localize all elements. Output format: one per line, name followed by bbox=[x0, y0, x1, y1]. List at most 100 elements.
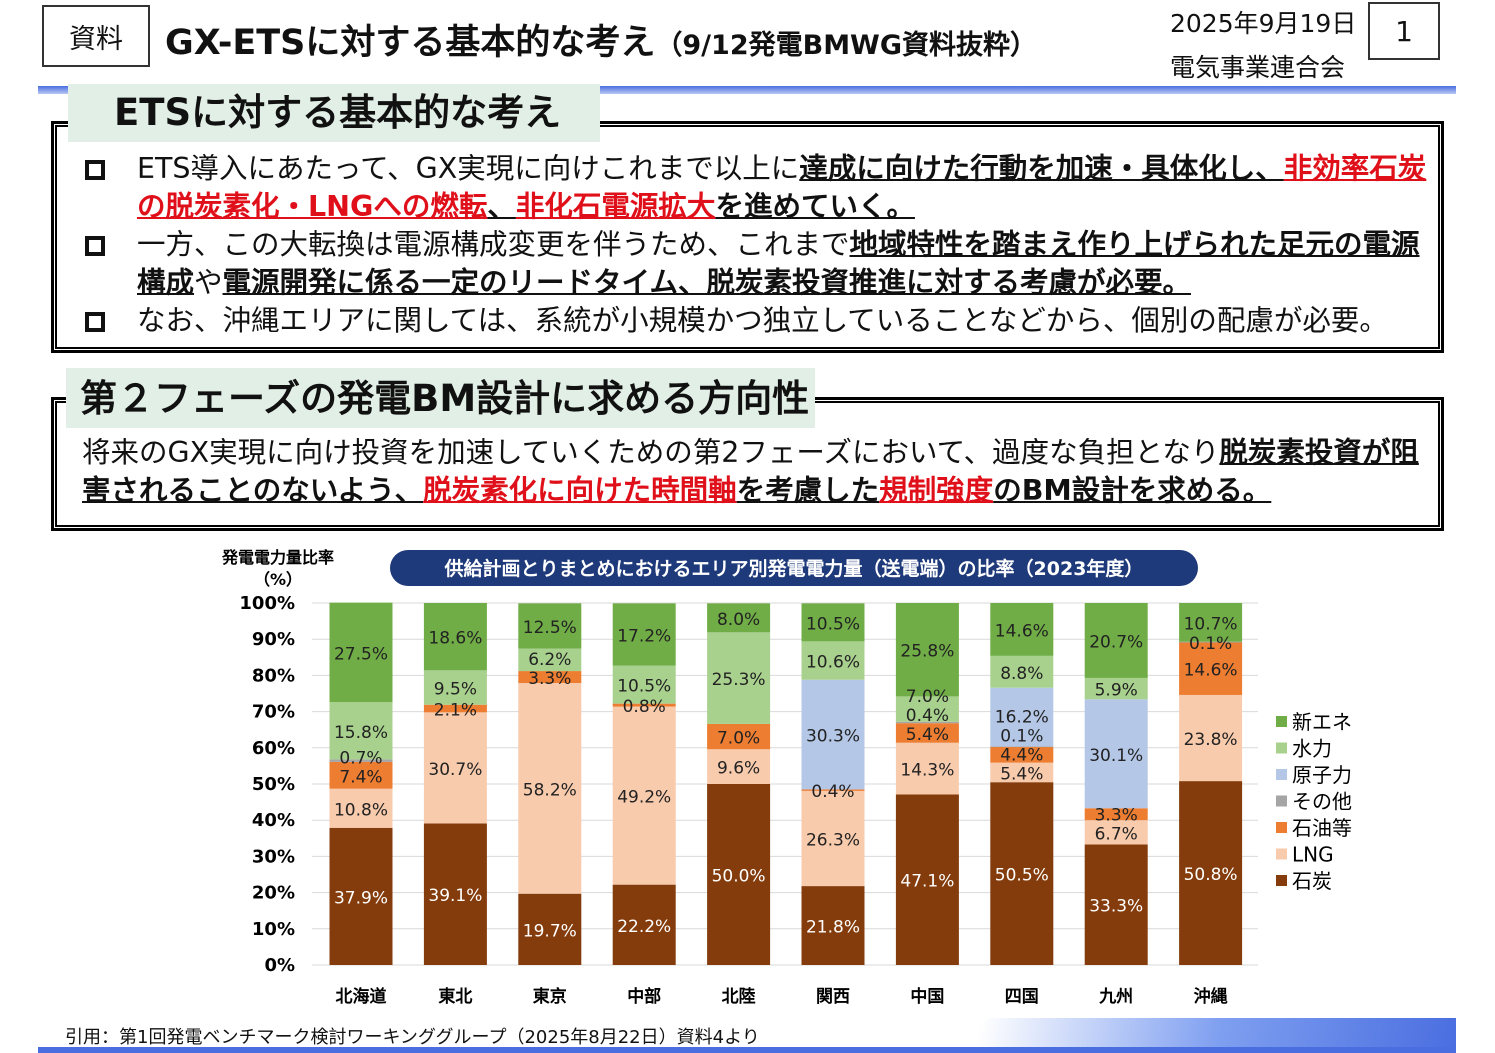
x-tick-label: 東京 bbox=[533, 986, 567, 1007]
bullet-item: なお、沖縄エリアに関しては、系統が小規模かつ独立していることなどから、個別の配慮… bbox=[85, 302, 1430, 340]
legend-label: 水力 bbox=[1292, 737, 1332, 761]
highlight-text: 非効率石炭の脱炭素化・LNGへの燃転 bbox=[137, 152, 1427, 223]
bar-segment bbox=[1084, 699, 1148, 809]
square-bullet-icon bbox=[85, 236, 105, 256]
bar-segment bbox=[895, 721, 959, 724]
data-label: 50.0% bbox=[712, 867, 766, 887]
data-label: 10.5% bbox=[617, 677, 671, 697]
x-tick-label: 東北 bbox=[438, 986, 472, 1007]
y-tick-label: 70% bbox=[252, 702, 295, 723]
data-label: 0.4% bbox=[906, 706, 949, 726]
legend-label: その他 bbox=[1292, 790, 1352, 814]
header-divider bbox=[38, 86, 1456, 94]
tag-label: 資料 bbox=[69, 23, 123, 55]
body-text: や bbox=[194, 266, 223, 299]
emphasis-text: 地域特性を踏まえ作り上げられた足元の電源構成 bbox=[137, 228, 1420, 299]
data-label: 16.2% bbox=[995, 707, 1049, 727]
data-label: 22.2% bbox=[617, 917, 671, 937]
bar-segment bbox=[1179, 641, 1243, 643]
y-tick-label: 90% bbox=[252, 629, 295, 650]
bar-segment bbox=[423, 704, 487, 713]
document-tag: 資料 bbox=[42, 5, 150, 67]
legend-swatch bbox=[1276, 822, 1287, 833]
x-tick-label: 関西 bbox=[816, 987, 850, 1007]
y-tick-label: 20% bbox=[252, 883, 295, 904]
bar-segment bbox=[801, 789, 865, 791]
page-number: 1 bbox=[1368, 2, 1440, 60]
legend-swatch bbox=[1276, 848, 1287, 860]
y-tick-label: 0% bbox=[264, 955, 295, 976]
section1-title: ETSに対する基本的な考え bbox=[68, 84, 600, 142]
x-tick-label: 中部 bbox=[627, 986, 661, 1007]
bar-segment bbox=[423, 823, 487, 965]
bar-segment bbox=[707, 632, 771, 724]
data-label: 14.6% bbox=[995, 621, 1049, 641]
square-bullet-icon bbox=[85, 312, 105, 332]
bar-segment bbox=[895, 723, 959, 743]
data-label: 10.8% bbox=[334, 800, 388, 820]
y-tick-label: 40% bbox=[252, 810, 295, 831]
bar-segment bbox=[329, 761, 393, 789]
bar-segment bbox=[1084, 844, 1148, 965]
emphasis-text: 脱炭素投資が阻害されることのないよう、 bbox=[82, 436, 1419, 507]
bar-segment bbox=[801, 679, 865, 790]
data-label: 30.1% bbox=[1089, 746, 1143, 766]
y-tick-label: 10% bbox=[252, 919, 295, 940]
data-label: 5.4% bbox=[906, 725, 949, 745]
date: 2025年9月19日 bbox=[1170, 9, 1357, 38]
bullet-item: 一方、この大転換は電源構成変更を伴うため、これまで地域特性を踏まえ作り上げられた… bbox=[85, 226, 1430, 302]
bar-segment bbox=[1084, 603, 1148, 678]
data-label: 20.7% bbox=[1089, 632, 1143, 652]
legend-label: 石炭 bbox=[1292, 869, 1332, 893]
y-axis-label: 発電電力量比率 bbox=[221, 548, 334, 567]
bullet-item: ETS導入にあたって、GX実現に向けこれまで以上に達成に向けた行動を加速・具体化… bbox=[85, 150, 1430, 226]
x-tick-label: 沖縄 bbox=[1194, 986, 1228, 1007]
footer-line bbox=[38, 1047, 1456, 1053]
emphasis-text: のBM設計を求める。 bbox=[993, 474, 1272, 507]
body-text: なお、沖縄エリアに関しては、系統が小規模かつ独立していることなどから、個別の配慮… bbox=[137, 304, 1388, 337]
x-tick-label: 九州 bbox=[1098, 987, 1133, 1007]
data-label: 23.8% bbox=[1184, 730, 1238, 750]
legend-swatch bbox=[1276, 769, 1287, 780]
data-label: 0.8% bbox=[623, 697, 666, 717]
chart-title-pill bbox=[390, 550, 1198, 586]
bar-segment bbox=[518, 893, 582, 965]
bar-segment bbox=[801, 790, 865, 887]
data-label: 3.3% bbox=[1095, 805, 1138, 825]
bar-segment bbox=[423, 712, 487, 824]
bar-segment bbox=[990, 655, 1054, 688]
data-label: 15.8% bbox=[334, 723, 388, 743]
data-label: 50.5% bbox=[995, 866, 1049, 886]
data-label: 26.3% bbox=[806, 830, 860, 850]
page-title: GX-ETSに対する基本的な考え（9/12発電BMWG資料抜粋） bbox=[165, 14, 1037, 65]
bar-segment bbox=[895, 603, 959, 697]
bullet-text: 一方、この大転換は電源構成変更を伴うため、これまで地域特性を踏まえ作り上げられた… bbox=[137, 226, 1430, 302]
data-label: 9.5% bbox=[434, 680, 477, 700]
square-bullet-icon bbox=[85, 160, 105, 180]
emphasis-text: を進めていく。 bbox=[715, 190, 915, 223]
legend-label: 石油等 bbox=[1292, 816, 1352, 840]
page-number-label: 1 bbox=[1395, 14, 1413, 48]
bar-segment bbox=[801, 603, 865, 642]
data-label: 27.5% bbox=[334, 644, 388, 664]
y-tick-label: 80% bbox=[252, 665, 295, 686]
data-label: 58.2% bbox=[523, 780, 577, 800]
emphasis-text: 達成に向けた行動を加速・具体化し、 bbox=[799, 152, 1284, 185]
data-label: 30.7% bbox=[428, 760, 482, 780]
data-label: 12.5% bbox=[523, 618, 577, 638]
section2-title: 第２フェーズの発電BM設計に求める方向性 bbox=[66, 368, 815, 428]
data-label: 17.2% bbox=[617, 626, 671, 646]
highlight-text: 非化石電源拡大 bbox=[515, 190, 716, 223]
section1-box bbox=[51, 121, 1444, 353]
data-label: 37.9% bbox=[334, 888, 388, 908]
data-label: 7.4% bbox=[339, 767, 382, 787]
bar-segment bbox=[895, 696, 959, 722]
data-label: 47.1% bbox=[900, 872, 954, 892]
bar-segment bbox=[895, 794, 959, 965]
emphasis-text: 電源開発に係る一定のリードタイム、脱炭素投資推進に対する考慮が必要。 bbox=[222, 266, 1191, 299]
data-label: 25.8% bbox=[900, 642, 954, 662]
legend-swatch bbox=[1276, 716, 1287, 727]
bar-segment bbox=[423, 670, 487, 705]
generation-mix-chart: 供給計画とりまとめにおけるエリア別発電電力量（送電端）の比率（2023年度） 発電… bbox=[221, 548, 1352, 1007]
data-label: 30.3% bbox=[806, 727, 860, 747]
